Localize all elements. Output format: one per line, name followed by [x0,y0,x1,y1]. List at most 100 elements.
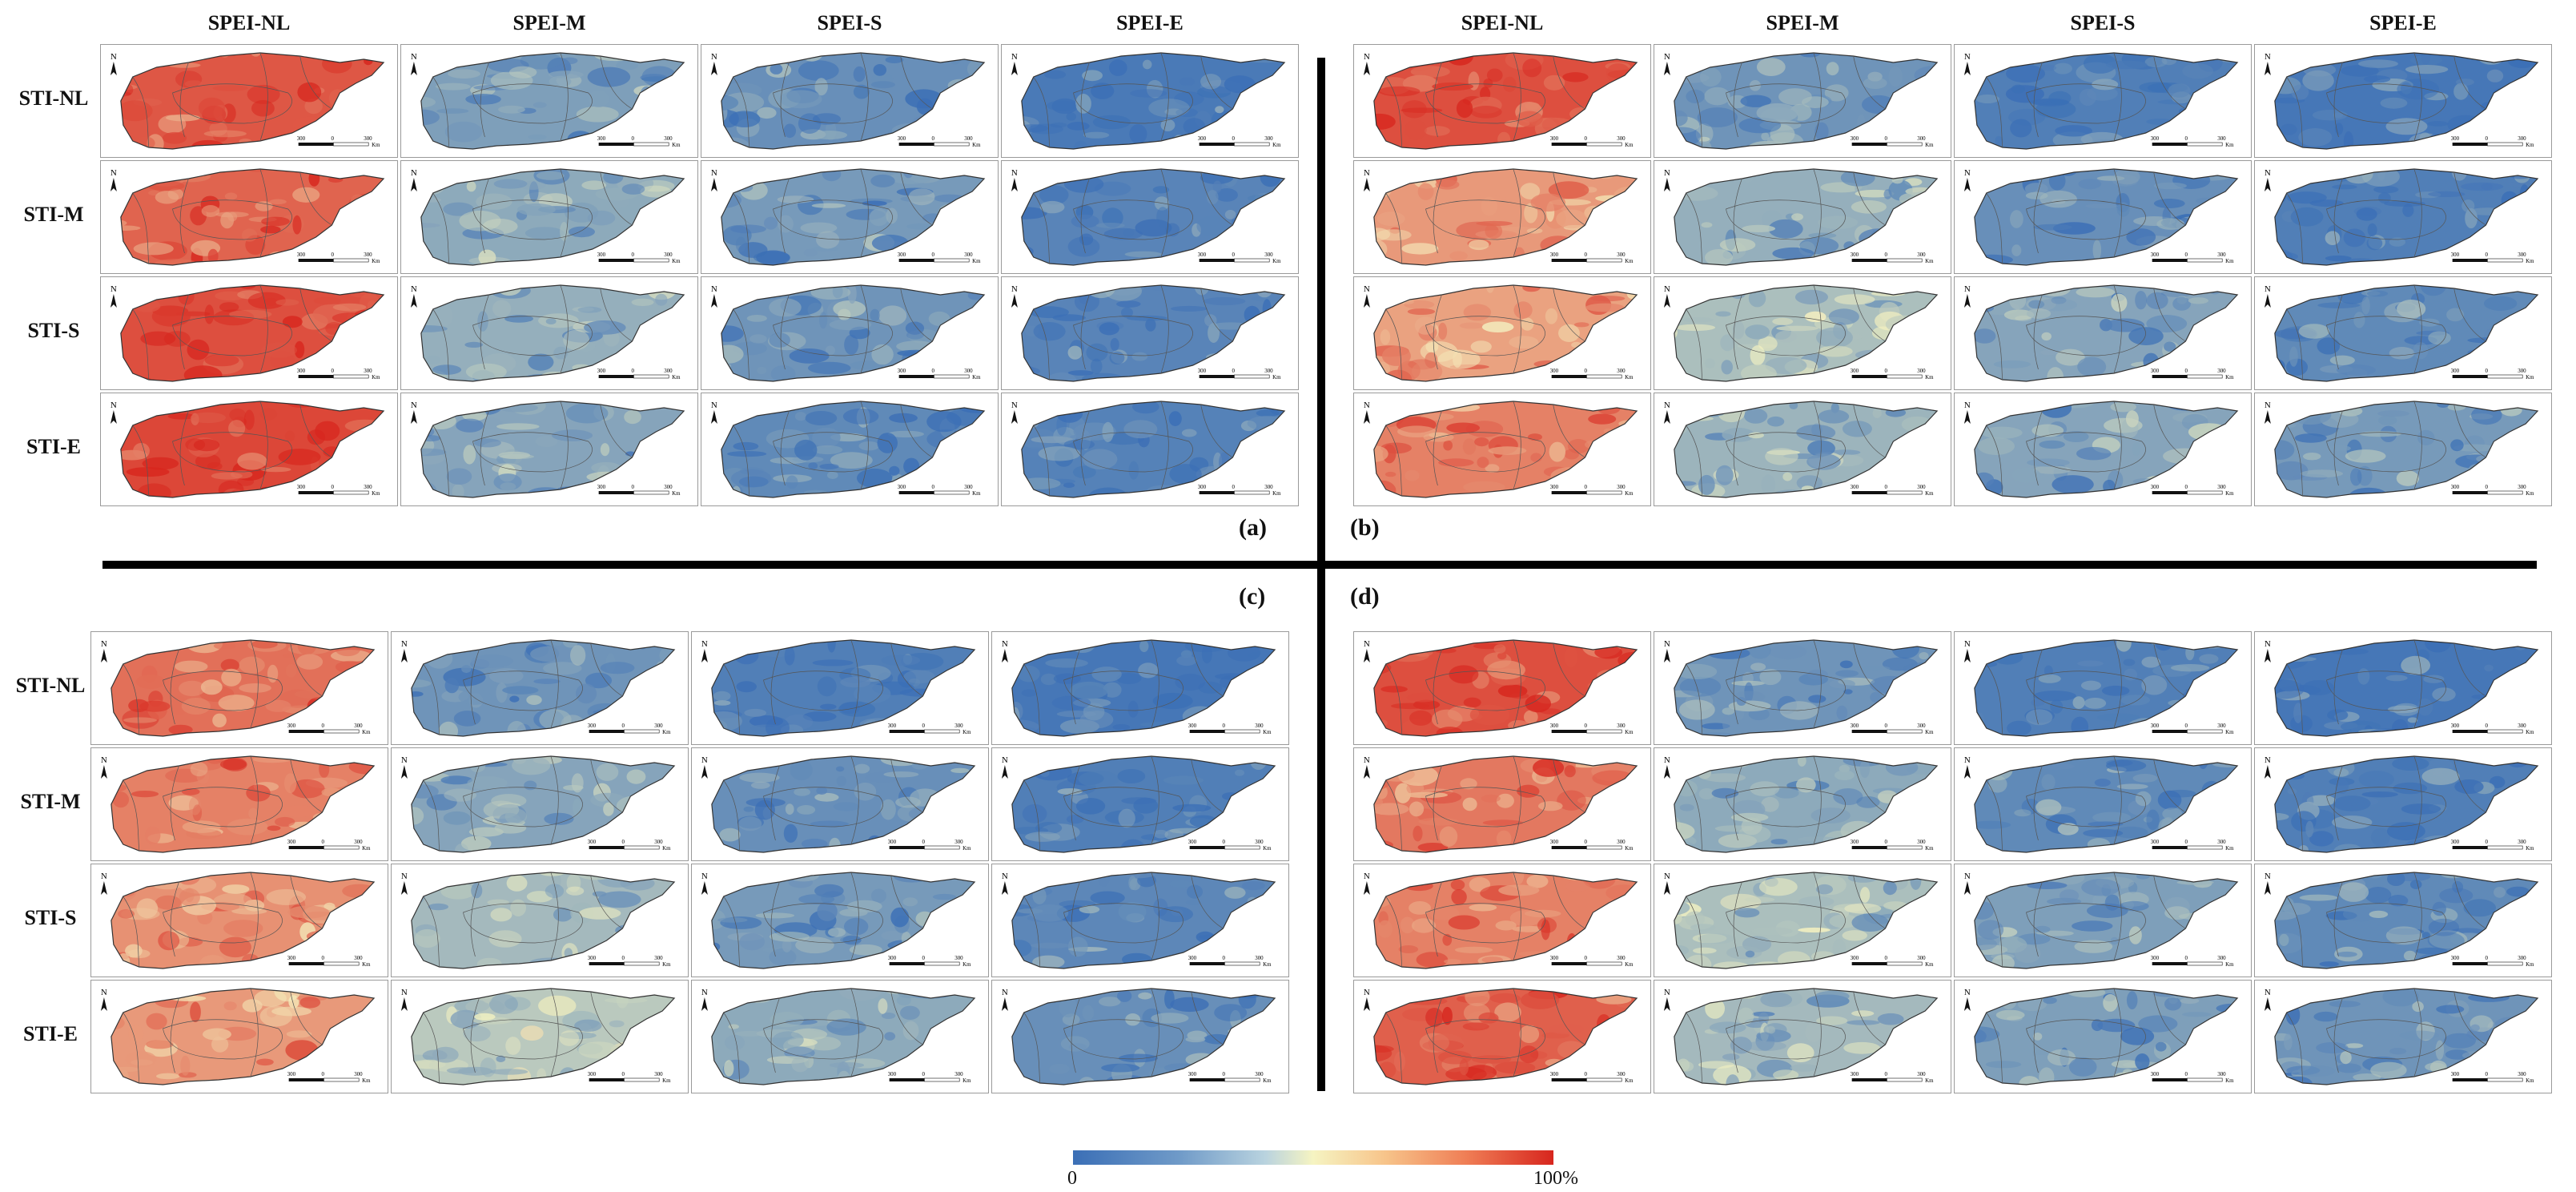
district-boundary [1071,649,1080,725]
value-patch [1756,103,1798,123]
district-boundary [600,288,633,342]
scale-label-left: 300 [1851,723,1859,729]
value-patch [198,97,226,119]
value-patch [959,104,974,123]
value-patch [1438,458,1474,467]
value-patch [1741,169,1756,183]
scale-label-zero: 0 [1584,484,1587,490]
district-boundary [1425,83,1545,124]
value-patch [1776,325,1818,332]
value-patch [211,1036,229,1053]
value-patch [800,222,838,234]
value-patch [2461,1050,2499,1061]
value-patch [1791,213,1803,221]
value-patch [2220,779,2232,799]
value-patch [2483,296,2518,311]
north-arrow-icon [100,649,107,662]
scale-bar-segment [1887,729,1923,734]
value-patch [227,818,268,836]
value-patch [616,60,638,70]
value-patch [2501,191,2518,210]
region-outline [420,52,685,150]
district-boundary [259,284,268,374]
north-arrow-icon [710,178,717,191]
value-patch [1549,441,1566,462]
value-patch [827,640,836,653]
value-patch [1829,914,1859,928]
value-patch [139,700,171,712]
value-patch [1995,1009,2025,1021]
value-patch [306,930,335,942]
scale-label-zero: 0 [631,368,634,374]
value-patch [2116,640,2132,652]
north-label: N [1002,988,1008,997]
value-patch [2385,926,2422,945]
value-patch [2358,59,2398,68]
scale-label-right: 300 [354,1071,363,1077]
value-patch [420,292,436,310]
column-header-spei-s: SPEI-S [817,11,882,34]
value-patch [1590,296,1626,302]
district-boundary [2333,62,2343,138]
value-patch [1060,1036,1090,1052]
north-label: N [1964,52,1971,62]
value-patch [1991,169,2012,178]
value-patch [2419,318,2440,327]
value-patch [221,668,242,687]
column-header-spei-nl: SPEI-NL [207,11,291,34]
value-patch [137,260,150,265]
value-patch [466,181,476,192]
scale-unit: Km [962,1077,971,1084]
district-boundary [1553,875,1585,929]
map-cell: N 300 0 300 Km [90,747,388,861]
scale-bar-segment [1887,1077,1923,1082]
value-patch [220,658,239,672]
value-patch [1815,884,1833,895]
region-outline [2274,401,2539,498]
district-boundary [1986,425,2003,497]
value-patch [2427,121,2449,127]
value-patch [315,421,340,441]
value-patch [284,430,295,441]
value-patch [191,413,199,425]
district-boundary [1513,52,1521,142]
value-patch [772,1031,804,1049]
value-patch [891,493,902,497]
district-boundary [1733,178,1742,254]
region-outline [1974,168,2239,266]
value-patch [732,873,744,885]
scale-label-left: 300 [2451,484,2460,490]
scale-label-zero: 0 [1584,252,1587,258]
district-boundary [1425,432,1545,473]
value-patch [1409,710,1433,726]
value-patch [1245,116,1280,128]
region-outline [411,755,676,853]
value-patch [213,309,255,326]
value-patch [2359,431,2401,437]
district-boundary [1686,1012,1703,1084]
value-patch [953,712,975,723]
value-patch [1732,320,1745,340]
value-patch [814,884,844,898]
scale-unit: Km [2225,490,2234,497]
map-cell: N 300 0 300 Km [1654,747,1951,861]
scale-label-right: 300 [354,839,363,845]
value-patch [1562,72,1589,83]
value-patch [2146,315,2188,332]
value-patch [1416,952,1449,968]
value-patch [2057,823,2079,836]
value-patch [346,228,378,248]
value-patch [738,816,762,832]
value-patch [766,717,790,736]
map-cell: N 300 0 300 Km [100,160,398,274]
value-patch [420,481,437,497]
value-patch [133,401,157,416]
district-boundary [1385,425,1403,497]
district-boundary [780,178,790,254]
value-patch [2033,691,2076,702]
value-patch [2077,356,2107,377]
value-patch [478,249,496,265]
value-patch [600,824,615,845]
value-patch [1682,317,1714,323]
value-patch [1071,214,1099,228]
